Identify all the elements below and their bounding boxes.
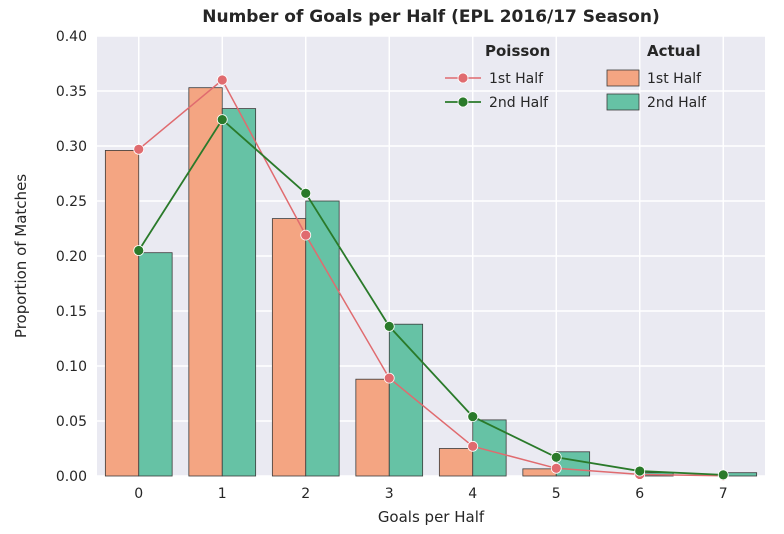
- line-marker: [217, 75, 227, 85]
- bar: [389, 324, 422, 476]
- bar: [222, 109, 255, 476]
- legend-label: 1st Half: [647, 71, 702, 87]
- bar: [139, 253, 172, 476]
- x-axis-label: Goals per Half: [378, 508, 485, 526]
- bar: [356, 379, 389, 476]
- line-marker: [551, 452, 561, 462]
- legend-swatch-marker: [458, 73, 468, 83]
- x-tick-label: 7: [719, 486, 728, 502]
- line-marker: [134, 144, 144, 154]
- y-tick-label: 0.40: [56, 29, 87, 45]
- x-tick-label: 4: [468, 486, 477, 502]
- y-axis-label: Proportion of Matches: [12, 174, 30, 338]
- legend-swatch-rect: [607, 94, 639, 110]
- bar: [439, 449, 472, 477]
- x-tick-label: 0: [134, 486, 143, 502]
- chart-svg: 0 1 2 3 4 5 6 7 0.00 0.05 0.10 0.15 0.20 0.25 0.30 0.3…: [0, 0, 784, 534]
- legend-label: 2nd Half: [647, 95, 707, 111]
- x-tick-label: 2: [301, 486, 310, 502]
- legend-label: 1st Half: [489, 71, 544, 87]
- line-marker: [301, 230, 311, 240]
- line-marker: [551, 463, 561, 473]
- x-tick-label: 6: [635, 486, 644, 502]
- line-marker: [718, 470, 728, 480]
- x-tick-label: 3: [385, 486, 394, 502]
- legend-label: 2nd Half: [489, 95, 549, 111]
- line-marker: [134, 246, 144, 256]
- line-marker: [217, 115, 227, 125]
- legend-swatch-rect: [607, 70, 639, 86]
- y-axis: 0.00 0.05 0.10 0.15 0.20 0.25 0.30 0.35 0.40: [56, 29, 87, 485]
- legend-swatch-marker: [458, 97, 468, 107]
- y-tick-label: 0.35: [56, 84, 87, 100]
- x-tick-label: 1: [218, 486, 227, 502]
- y-tick-label: 0.05: [56, 414, 87, 430]
- line-marker: [468, 441, 478, 451]
- line-marker: [468, 412, 478, 422]
- chart-title: Number of Goals per Half (EPL 2016/17 Se…: [202, 7, 659, 27]
- y-tick-label: 0.30: [56, 139, 87, 155]
- line-marker: [635, 466, 645, 476]
- y-tick-label: 0.00: [56, 469, 87, 485]
- x-tick-label: 5: [552, 486, 561, 502]
- bar: [272, 219, 305, 476]
- legend-group-title: Poisson: [485, 42, 550, 60]
- line-marker: [301, 188, 311, 198]
- y-tick-label: 0.10: [56, 359, 87, 375]
- y-tick-label: 0.15: [56, 304, 87, 320]
- y-tick-label: 0.20: [56, 249, 87, 265]
- x-axis: 0 1 2 3 4 5 6 7: [134, 486, 727, 502]
- line-marker: [384, 373, 394, 383]
- y-tick-label: 0.25: [56, 194, 87, 210]
- line-marker: [384, 321, 394, 331]
- bar: [105, 150, 138, 476]
- legend-group-title: Actual: [647, 42, 701, 60]
